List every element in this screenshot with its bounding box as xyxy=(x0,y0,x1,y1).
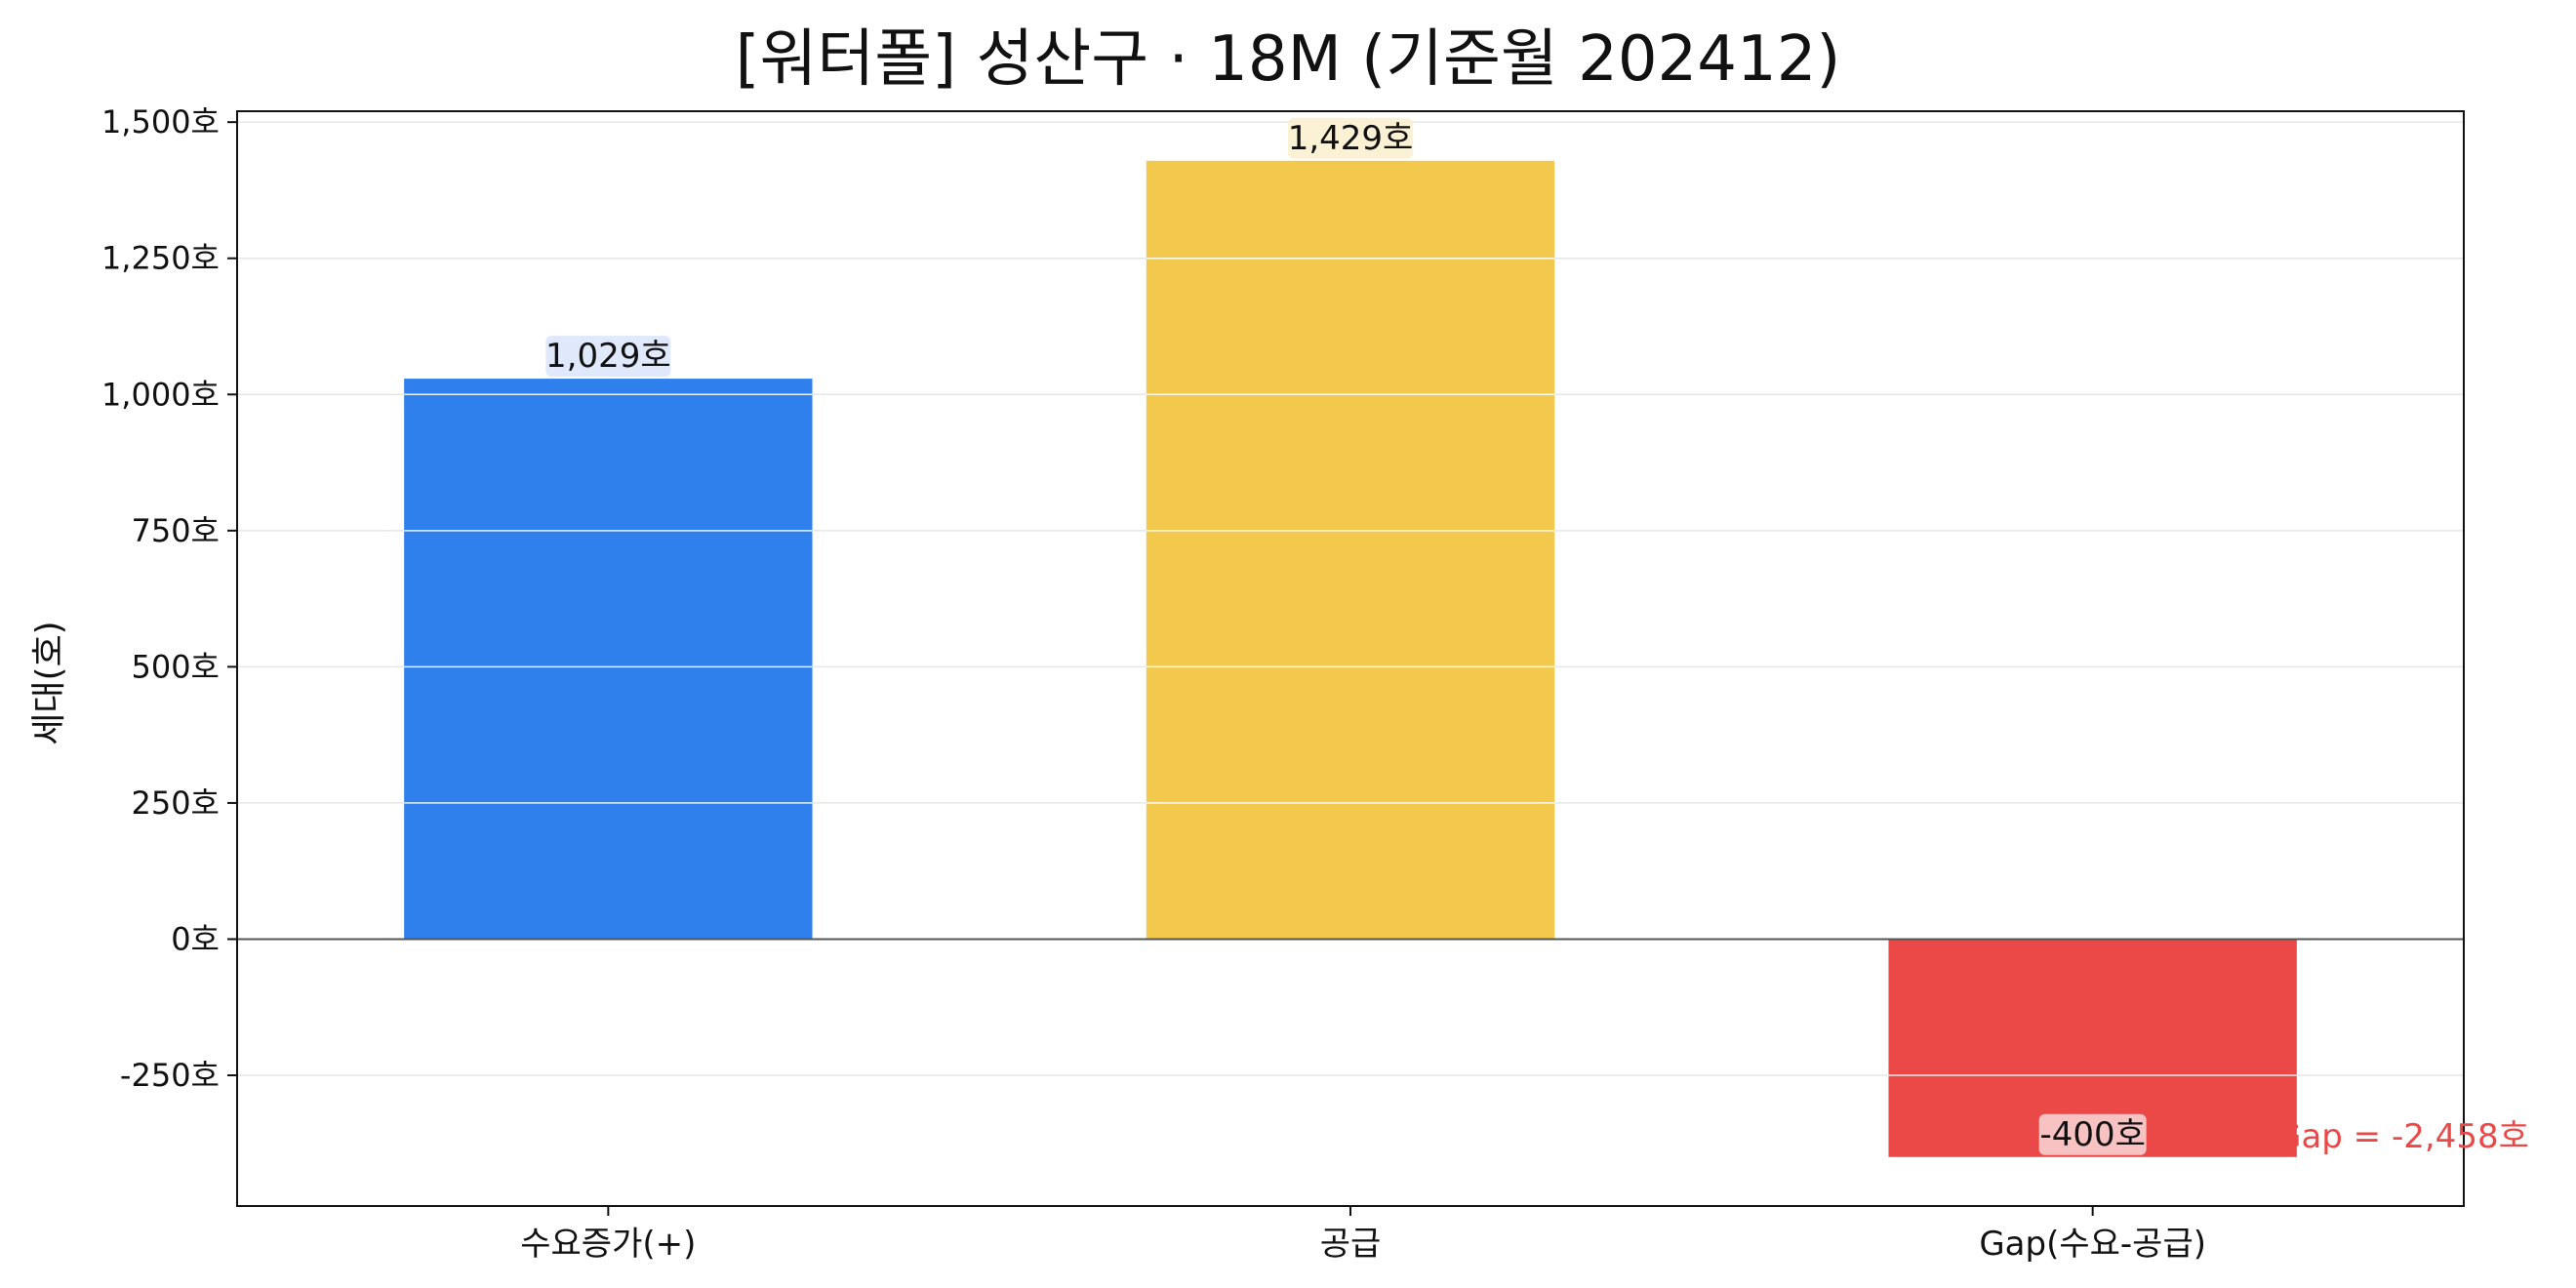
bar xyxy=(1146,160,1555,940)
data-label-box xyxy=(545,336,671,378)
y-axis-label: 세대(호) xyxy=(29,621,69,745)
data-label: 1,029호 xyxy=(545,337,671,376)
y-tick-label: 750호 xyxy=(131,512,220,549)
x-category-label: 수요증가(+) xyxy=(520,1225,696,1264)
data-label: 1,429호 xyxy=(1288,119,1414,158)
y-axis-ticks: -250호 0호 250호 500호 750호 1,000호 1,250호 1,500호 xyxy=(101,103,237,1094)
x-axis-categories: 수요증가(+) 공급 Gap(수요-공급) xyxy=(520,1206,2206,1264)
data-label-box xyxy=(2038,1113,2147,1155)
x-category-label: Gap(수요-공급) xyxy=(1979,1225,2206,1264)
y-tick-label: 250호 xyxy=(131,785,220,822)
bars xyxy=(404,160,2297,1157)
data-label: -400호 xyxy=(2039,1115,2145,1154)
data-label-box xyxy=(1288,117,1413,159)
data-labels: 1,029호 1,429호 -400호 xyxy=(545,117,2147,1155)
plot-frame xyxy=(236,110,2465,1207)
y-tick-label: 0호 xyxy=(171,920,220,957)
y-tick-label: -250호 xyxy=(120,1057,220,1094)
y-tick-label: 1,250호 xyxy=(101,240,220,277)
y-tick-label: 1,000호 xyxy=(101,376,220,413)
x-category-label: 공급 xyxy=(1320,1225,1382,1264)
bar xyxy=(404,379,813,940)
y-tick-label: 1,500호 xyxy=(101,103,220,141)
y-tick-label: 500호 xyxy=(131,648,220,685)
gap-annotation: Gap = -2,458호 xyxy=(2275,1117,2529,1156)
chart-title: [워터폴] 성산구 · 18M (기준월 202412) xyxy=(736,23,1841,96)
